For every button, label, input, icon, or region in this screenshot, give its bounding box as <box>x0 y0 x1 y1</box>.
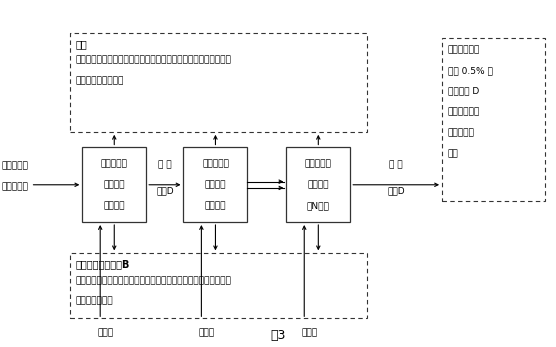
Text: 水蒸汽: 水蒸汽 <box>301 328 317 337</box>
Text: 它硅系列产品。: 它硅系列产品。 <box>75 297 113 306</box>
Text: 第二单元: 第二单元 <box>205 201 226 210</box>
Text: 水解与氟硅: 水解与氟硅 <box>305 160 332 168</box>
Text: 分离操作: 分离操作 <box>103 180 125 189</box>
FancyBboxPatch shape <box>70 33 367 132</box>
Text: 第一单元: 第一单元 <box>103 201 125 210</box>
Text: 四氯化硅含量: 四氯化硅含量 <box>448 45 480 54</box>
Text: 水蒸汽: 水蒸汽 <box>198 328 215 337</box>
Text: 作为含高纯二氧化硅的物料去后工序进一步加工为气相白炭黑或其: 作为含高纯二氧化硅的物料去后工序进一步加工为气相白炭黑或其 <box>75 276 231 285</box>
Text: 物料D: 物料D <box>388 187 405 195</box>
Text: 混酸: 混酸 <box>75 39 87 49</box>
Text: 物料D: 物料D <box>156 187 173 195</box>
Text: 尾 气: 尾 气 <box>389 160 403 169</box>
FancyBboxPatch shape <box>442 38 545 201</box>
Text: 水解与氟硅: 水解与氟硅 <box>202 160 229 168</box>
FancyBboxPatch shape <box>82 147 146 222</box>
Text: 含四氟化硅: 含四氟化硅 <box>2 161 28 170</box>
FancyBboxPatch shape <box>70 253 367 318</box>
Text: 分离操作: 分离操作 <box>205 180 226 189</box>
Text: 水解与氟硅: 水解与氟硅 <box>101 160 128 168</box>
Text: 去后工序经处: 去后工序经处 <box>448 108 480 117</box>
Text: 理后达标排: 理后达标排 <box>448 128 474 137</box>
Text: 低于 0.5% 的: 低于 0.5% 的 <box>448 66 493 75</box>
FancyBboxPatch shape <box>183 147 247 222</box>
Text: 分离操作: 分离操作 <box>307 180 329 189</box>
Text: 尾气物料 D: 尾气物料 D <box>448 87 479 96</box>
Text: 第N单元: 第N单元 <box>307 201 330 210</box>
Text: 放。: 放。 <box>448 149 458 158</box>
Text: 二氧化硅固体物料B: 二氧化硅固体物料B <box>75 260 130 270</box>
Text: 的气体原料: 的气体原料 <box>2 182 28 191</box>
Text: 物或有机氟化物等。: 物或有机氟化物等。 <box>75 76 123 85</box>
FancyBboxPatch shape <box>286 147 350 222</box>
Text: 作为含氟化氢的物料去后工序进一步加工成无水氟化氢或无机氟化: 作为含氟化氢的物料去后工序进一步加工成无水氟化氢或无机氟化 <box>75 56 231 65</box>
Text: 图3: 图3 <box>270 329 286 342</box>
Text: 水蒸汽: 水蒸汽 <box>97 328 113 337</box>
Text: 尾 气: 尾 气 <box>158 160 172 169</box>
